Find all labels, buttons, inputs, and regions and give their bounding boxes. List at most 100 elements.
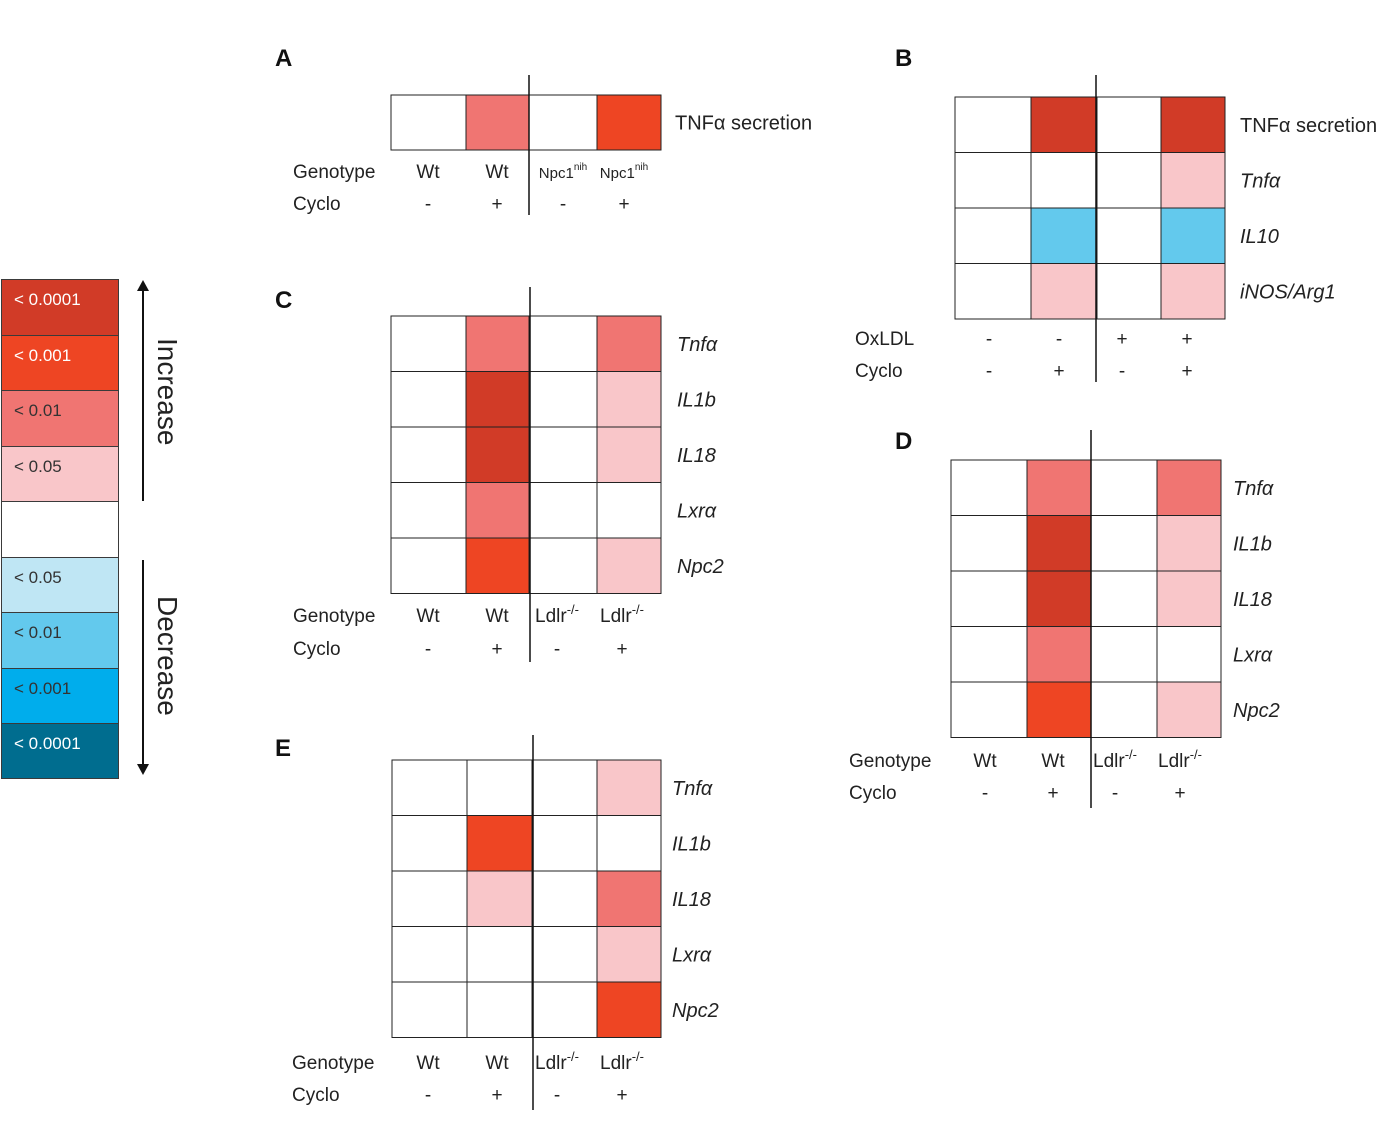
heatmap-cell (390, 315, 467, 372)
legend-swatch: < 0.05 (1, 445, 119, 501)
heatmap-cell (531, 926, 598, 983)
panel-label-d: D (895, 428, 913, 455)
heatmap-cell (1030, 152, 1098, 209)
significance-legend: < 0.0001 < 0.001 < 0.01 < 0.05 < 0.05 < 0.01 <… (1, 279, 119, 779)
heatmap-cell (1096, 96, 1162, 153)
heatmap-cell (1030, 207, 1098, 264)
heatmap-cell (528, 315, 598, 372)
heatmap-cell (528, 537, 598, 594)
factor-value: Wt (1041, 751, 1065, 772)
row-label: TNFα secretion (675, 113, 812, 135)
factor-value: Wt (485, 1053, 509, 1074)
heatmap-cell (390, 94, 467, 151)
legend-swatch: < 0.05 (1, 556, 119, 612)
heatmap-cell (531, 815, 598, 872)
factor-value: Wt (973, 751, 997, 772)
factor-value: + (491, 1085, 502, 1106)
heatmap-cell (1090, 459, 1158, 516)
factor-superscript: -/- (632, 602, 644, 617)
factor-value: Wt (416, 162, 440, 183)
factor-value: Ldlr-/- (1158, 747, 1202, 772)
factor-label: Genotype (292, 1053, 374, 1074)
panel-label-e: E (275, 735, 292, 762)
heatmap-cell (1096, 263, 1162, 320)
heatmap-cell (954, 96, 1032, 153)
row-label: Tnfα (672, 778, 713, 800)
heatmap-cell (465, 315, 530, 372)
heatmap-cell (596, 870, 662, 927)
factor-value: - (425, 639, 431, 660)
factor-value: Wt (485, 606, 509, 627)
legend-swatch: < 0.0001 (1, 279, 119, 335)
factor-value: - (1056, 329, 1062, 350)
factor-label: Genotype (293, 606, 375, 627)
heatmap-cell (950, 570, 1028, 627)
row-label: Tnfα (1233, 478, 1274, 500)
factor-label: Cyclo (292, 1085, 340, 1106)
increase-arrow-line (142, 290, 144, 501)
heatmap-cell (1156, 459, 1222, 516)
heatmap-cell (1026, 459, 1092, 516)
heatmap-cell (531, 981, 598, 1038)
factor-value: + (1116, 329, 1127, 350)
heatmap-cell (1030, 263, 1098, 320)
row-label: Npc2 (677, 556, 724, 578)
factor-superscript: -/- (632, 1049, 644, 1064)
factor-label: Genotype (849, 751, 931, 772)
heatmap-cell (466, 759, 533, 816)
row-label: Lxrα (1233, 644, 1273, 666)
factor-value: - (554, 1085, 560, 1106)
heatmap-cell (528, 371, 598, 428)
row-label: IL18 (1233, 589, 1272, 611)
factor-value: Npc1nih (600, 162, 648, 182)
heatmap-cell (1160, 263, 1226, 320)
factor-value: Ldlr-/- (600, 602, 644, 627)
heatmap-cell (950, 681, 1028, 738)
heatmap-cell (596, 94, 662, 151)
heatmap-cell (1156, 626, 1222, 683)
factor-value: + (1047, 783, 1058, 804)
heatmap-cell (1156, 515, 1222, 572)
heatmap-cell (391, 815, 468, 872)
heatmap-cell (1090, 626, 1158, 683)
row-label: iNOS/Arg1 (1240, 281, 1336, 303)
heatmap-cell (596, 371, 662, 428)
heatmap-cell (390, 482, 467, 539)
row-label: Lxrα (677, 500, 717, 522)
factor-value: Ldlr-/- (1093, 747, 1137, 772)
heatmap-cell (1090, 515, 1158, 572)
factor-label: Cyclo (855, 361, 903, 382)
factor-superscript: -/- (567, 1049, 579, 1064)
heatmap-cell (1160, 96, 1226, 153)
factor-label: Cyclo (293, 194, 341, 215)
heatmap-cell (1090, 681, 1158, 738)
heatmap-cell (954, 152, 1032, 209)
heatmap-cell (1030, 96, 1098, 153)
heatmap-cell (954, 207, 1032, 264)
heatmap-cell (466, 870, 533, 927)
heatmap-cell (596, 315, 662, 372)
heatmap-e: Tnfα IL1b IL18 Lxrα Npc2 Genotype Wt Wt Ldlr-/- L… (292, 735, 719, 1110)
factor-label: Cyclo (849, 783, 897, 804)
heatmap-cell (1096, 152, 1162, 209)
factor-superscript: nih (574, 162, 587, 173)
factor-value: - (1119, 361, 1125, 382)
factor-superscript: nih (635, 162, 648, 173)
heatmap-cell (528, 94, 598, 151)
factor-value: - (986, 329, 992, 350)
factor-value: + (491, 639, 502, 660)
heatmap-cell (390, 426, 467, 483)
heatmap-cell (390, 537, 467, 594)
factor-value: Ldlr-/- (535, 1049, 579, 1074)
row-label: Lxrα (672, 944, 712, 966)
row-label: IL1b (677, 389, 716, 411)
heatmap-b: TNFα secretion Tnfα IL10 iNOS/Arg1 OxLDL - - + +… (855, 75, 1377, 382)
factor-value: + (1053, 361, 1064, 382)
factor-value: + (616, 639, 627, 660)
heatmap-cell (1026, 626, 1092, 683)
factor-value: - (982, 783, 988, 804)
heatmap-cell (528, 426, 598, 483)
factor-value: - (554, 639, 560, 660)
row-label: Npc2 (1233, 700, 1280, 722)
heatmap-cell (596, 426, 662, 483)
